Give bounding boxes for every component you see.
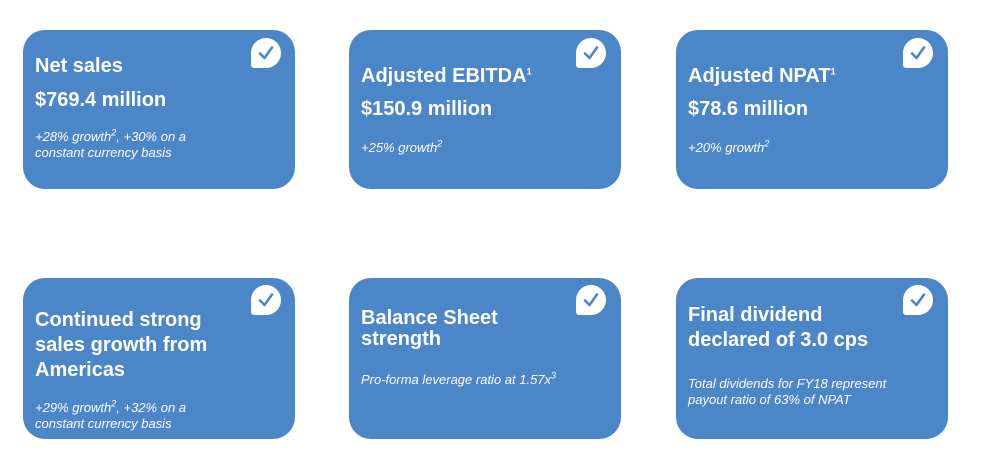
checkmark-badge xyxy=(576,285,606,315)
card-title: Balance Sheet strength xyxy=(361,307,498,350)
checkmark-icon xyxy=(910,46,926,60)
checkmark-badge xyxy=(576,38,606,68)
checkmark-icon xyxy=(258,46,274,60)
card-adjusted-ebitda: Adjusted EBITDA1 $150.9 million +25% gro… xyxy=(349,30,621,189)
checkmark-badge xyxy=(903,285,933,315)
card-balance-sheet: Balance Sheet strength Pro-forma leverag… xyxy=(349,278,621,439)
card-value: $78.6 million xyxy=(688,98,809,120)
card-note: Total dividends for FY18 represent payou… xyxy=(688,376,887,407)
card-final-dividend: Final dividend declared of 3.0 cps Total… xyxy=(676,278,948,439)
checkmark-icon xyxy=(910,293,926,307)
checkmark-badge xyxy=(251,285,281,315)
card-title: Continued strong sales growth from Ameri… xyxy=(35,309,208,381)
checkmark-badge xyxy=(251,38,281,68)
card-note: +20% growth2 xyxy=(688,138,770,155)
card-note: +25% growth2 xyxy=(361,138,443,155)
card-title: Adjusted NPAT1 xyxy=(688,65,836,87)
checkmark-icon xyxy=(258,293,274,307)
card-note: +29% growth2, +32% on a constant currenc… xyxy=(35,398,187,431)
checkmark-icon xyxy=(583,293,599,307)
card-title: Adjusted EBITDA1 xyxy=(361,65,532,87)
checkmark-icon xyxy=(583,46,599,60)
card-title: Final dividend declared of 3.0 cps xyxy=(688,304,869,351)
card-title: Net sales xyxy=(35,55,123,77)
checkmark-badge xyxy=(903,38,933,68)
card-americas-growth: Continued strong sales growth from Ameri… xyxy=(23,278,295,439)
card-note: +28% growth2, +30% on a constant currenc… xyxy=(35,127,187,160)
card-value: $769.4 million xyxy=(35,89,167,111)
card-value: $150.9 million xyxy=(361,98,493,120)
card-net-sales: Net sales $769.4 million +28% growth2, +… xyxy=(23,30,295,189)
card-adjusted-npat: Adjusted NPAT1 $78.6 million +20% growth… xyxy=(676,30,948,189)
card-note: Pro-forma leverage ratio at 1.57x3 xyxy=(361,370,557,387)
